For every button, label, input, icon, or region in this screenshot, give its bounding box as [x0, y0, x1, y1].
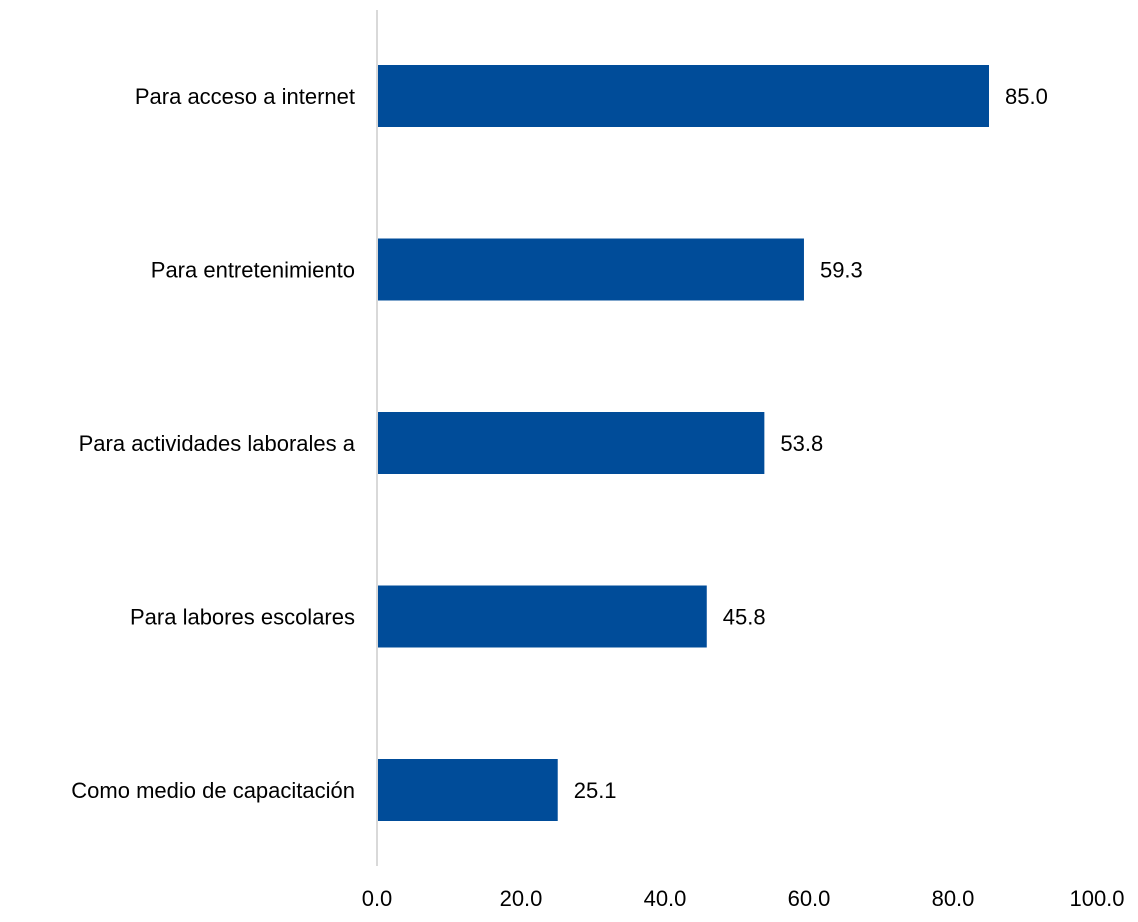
category-label: Para acceso a internet: [135, 84, 355, 109]
value-label: 25.1: [574, 778, 617, 803]
bar: [377, 585, 707, 648]
value-label: 53.8: [780, 431, 823, 456]
value-label: 45.8: [723, 605, 766, 630]
bars-group: [377, 65, 989, 821]
category-label: Para labores escolares: [130, 605, 355, 630]
value-labels-group: 85.0 59.3 53.8 45.8 25.1: [574, 84, 1048, 803]
x-tick-label: 100.0: [1069, 886, 1124, 911]
bar: [377, 412, 765, 474]
bar: [377, 238, 804, 301]
category-label: Para actividades laborales a: [79, 431, 356, 456]
x-tick-label: 20.0: [500, 886, 543, 911]
category-label: Para entretenimiento: [151, 258, 355, 283]
x-tick-label: 40.0: [644, 886, 687, 911]
category-label: Como medio de capacitación: [71, 778, 355, 803]
x-tick-label: 60.0: [788, 886, 831, 911]
bar: [377, 65, 989, 127]
category-labels-group: Para acceso a internet Para entretenimien…: [71, 84, 355, 803]
x-tick-label: 0.0: [362, 886, 393, 911]
bar: [377, 759, 558, 821]
x-tick-label: 80.0: [932, 886, 975, 911]
value-label: 85.0: [1005, 84, 1048, 109]
value-label: 59.3: [820, 258, 863, 283]
x-tick-labels-group: 0.0 20.0 40.0 60.0 80.0 100.0: [362, 886, 1125, 911]
